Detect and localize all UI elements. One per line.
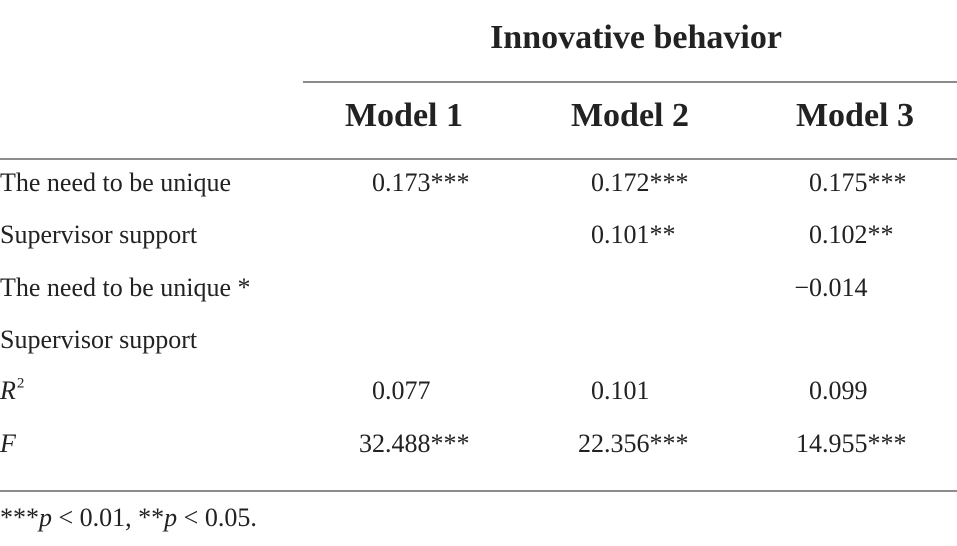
cell: 0.099 — [809, 376, 868, 405]
cell: 32.488*** — [359, 429, 470, 458]
cell: 0.173*** — [372, 168, 470, 197]
row-label: The need to be unique — [0, 168, 231, 197]
row-label: Supervisor support — [0, 220, 198, 249]
cell: 0.101 — [591, 376, 650, 405]
column-header: Model 2 — [571, 97, 689, 134]
cell: 0.175*** — [809, 168, 907, 197]
cell: 14.955*** — [796, 429, 907, 458]
column-header: Model 1 — [345, 97, 463, 134]
column-header: Model 3 — [796, 97, 914, 134]
group-header: Innovative behavior — [490, 19, 782, 56]
cell: 0.172*** — [591, 168, 689, 197]
cell: 0.101** — [591, 220, 676, 249]
row-label: Supervisor support — [0, 325, 198, 354]
row-label: F — [0, 429, 17, 458]
cell: −0.014 — [794, 273, 867, 302]
row-label: The need to be unique * — [0, 273, 251, 302]
cell: 0.077 — [372, 376, 431, 405]
cell: 22.356*** — [578, 429, 689, 458]
row-label: R — [0, 376, 16, 405]
superscript: 2 — [17, 375, 25, 391]
footnote: ***p < 0.01, **p < 0.05. — [0, 503, 257, 532]
cell: 0.102** — [809, 220, 894, 249]
